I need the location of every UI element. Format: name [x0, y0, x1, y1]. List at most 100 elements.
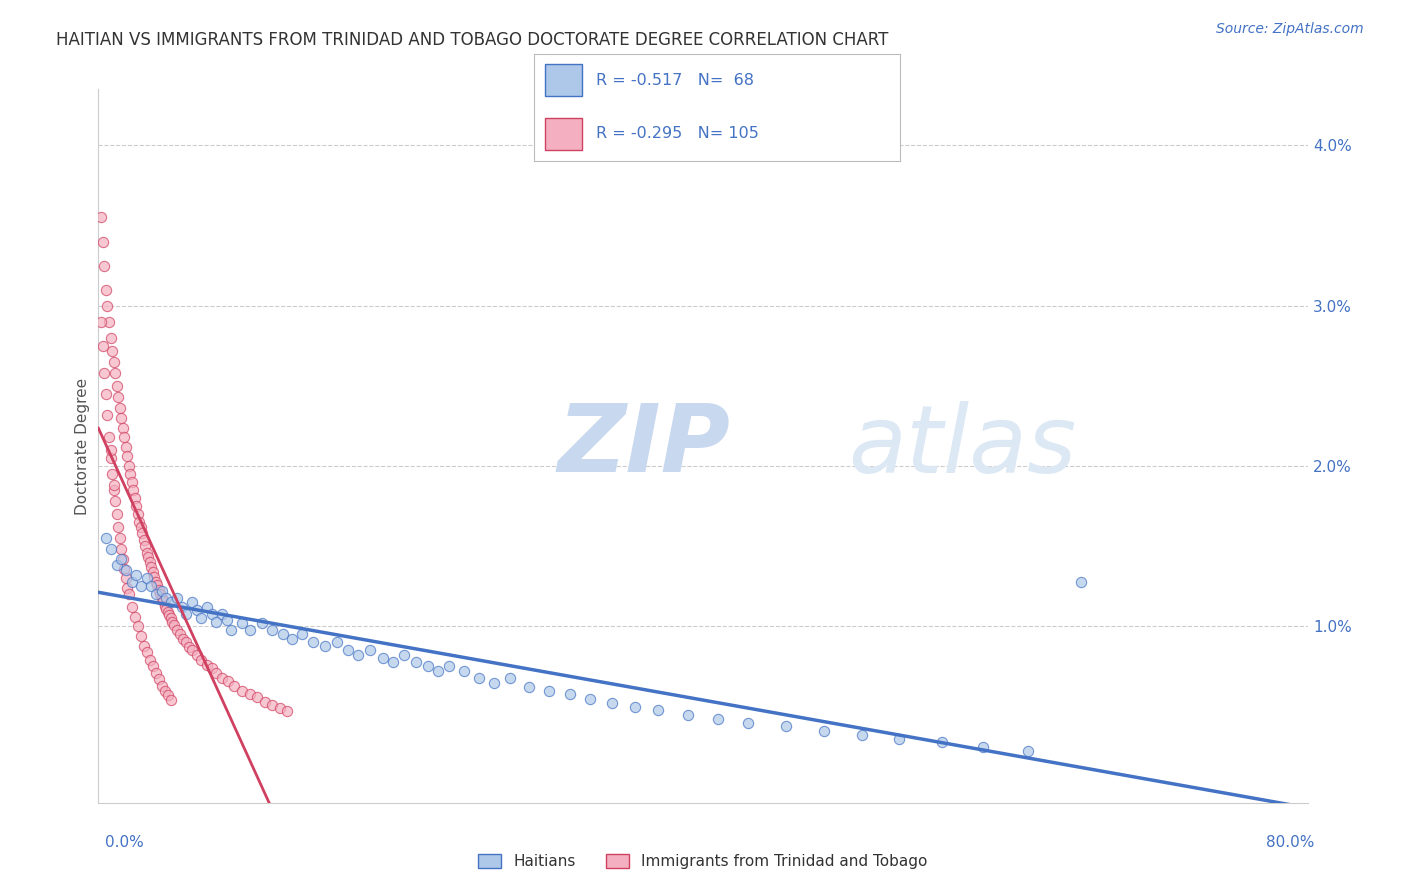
Point — [181, 643, 204, 657]
Point — [94, 283, 117, 297]
Point — [211, 607, 233, 621]
Point — [131, 526, 153, 541]
Text: 0.0%: 0.0% — [105, 836, 145, 850]
Point — [972, 739, 994, 754]
Point — [262, 698, 284, 712]
Point — [437, 659, 460, 673]
Point — [136, 550, 159, 565]
Point — [647, 703, 669, 717]
Point — [100, 331, 122, 345]
Point — [231, 683, 253, 698]
Point — [148, 673, 170, 687]
Point — [416, 659, 439, 673]
Point — [392, 648, 415, 663]
Point — [105, 507, 128, 521]
Point — [96, 408, 118, 422]
Point — [166, 591, 188, 605]
Point — [90, 211, 112, 225]
Point — [676, 707, 699, 722]
Point — [1017, 744, 1039, 758]
Point — [707, 713, 730, 727]
Point — [127, 619, 149, 633]
Point — [889, 731, 911, 746]
Point — [124, 491, 146, 505]
Point — [142, 659, 165, 673]
Point — [135, 571, 157, 585]
Point — [624, 699, 647, 714]
Point — [120, 467, 142, 481]
Point — [271, 627, 294, 641]
Point — [159, 608, 181, 623]
Point — [93, 259, 115, 273]
Point — [90, 315, 112, 329]
Point — [111, 552, 134, 566]
Point — [143, 570, 166, 584]
Point — [100, 442, 122, 457]
Point — [190, 611, 212, 625]
Point — [775, 719, 797, 733]
Point — [94, 387, 117, 401]
Point — [100, 450, 122, 465]
Text: HAITIAN VS IMMIGRANTS FROM TRINIDAD AND TOBAGO DOCTORATE DEGREE CORRELATION CHAR: HAITIAN VS IMMIGRANTS FROM TRINIDAD AND … — [56, 31, 889, 49]
Point — [121, 574, 143, 589]
Point — [336, 643, 359, 657]
Text: 80.0%: 80.0% — [1267, 836, 1315, 850]
Point — [931, 735, 953, 749]
Point — [360, 643, 382, 657]
Point — [134, 539, 156, 553]
Point — [104, 494, 127, 508]
Point — [141, 579, 163, 593]
Point — [114, 571, 136, 585]
Point — [215, 613, 238, 627]
Point — [160, 611, 183, 625]
Point — [217, 673, 239, 688]
Text: R = -0.295   N= 105: R = -0.295 N= 105 — [596, 127, 759, 141]
Point — [224, 679, 246, 693]
Point — [148, 582, 170, 597]
Point — [163, 617, 186, 632]
Point — [250, 616, 273, 631]
Point — [153, 599, 176, 613]
Point — [142, 565, 165, 579]
Point — [128, 515, 150, 529]
Point — [239, 687, 262, 701]
Point — [737, 715, 759, 730]
Text: ZIP: ZIP — [558, 400, 731, 492]
Y-axis label: Doctorate Degree: Doctorate Degree — [75, 377, 90, 515]
Point — [162, 615, 184, 629]
Point — [129, 520, 152, 534]
Point — [468, 671, 491, 685]
Point — [269, 701, 291, 715]
Point — [246, 690, 269, 704]
Text: R = -0.517   N=  68: R = -0.517 N= 68 — [596, 73, 755, 87]
Point — [150, 591, 173, 605]
Point — [453, 665, 475, 679]
Point — [155, 591, 177, 605]
Point — [96, 299, 118, 313]
Point — [276, 705, 298, 719]
Bar — [546, 64, 582, 96]
Point — [114, 440, 136, 454]
Point — [160, 693, 183, 707]
Point — [129, 629, 152, 643]
Point — [150, 584, 173, 599]
Point — [91, 235, 114, 249]
Point — [108, 531, 131, 545]
Point — [291, 627, 314, 641]
Point — [155, 601, 177, 615]
Point — [186, 648, 208, 663]
Point — [602, 697, 624, 711]
Text: Source: ZipAtlas.com: Source: ZipAtlas.com — [1216, 22, 1364, 37]
Point — [104, 366, 127, 380]
Bar — [546, 118, 582, 150]
Point — [101, 467, 124, 481]
Text: atlas: atlas — [848, 401, 1077, 491]
Point — [517, 681, 540, 695]
Point — [484, 675, 506, 690]
Point — [125, 568, 148, 582]
Point — [135, 645, 157, 659]
Point — [118, 458, 141, 473]
Point — [537, 683, 560, 698]
Point — [103, 478, 125, 492]
Point — [578, 691, 600, 706]
